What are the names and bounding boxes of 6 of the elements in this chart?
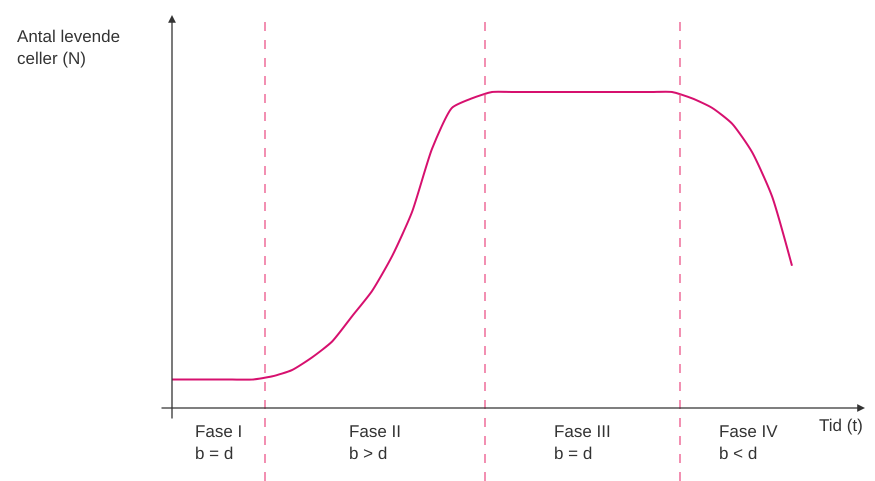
y-axis-title: Antal levende celler (N) — [17, 27, 120, 68]
x-axis-title: Tid (t) — [819, 416, 863, 435]
text: Fase III b = d — [554, 422, 611, 464]
text: Fase IV b < d — [719, 422, 778, 464]
text: Fase II b > d — [349, 422, 401, 464]
text: Fase I b = d — [195, 422, 242, 464]
